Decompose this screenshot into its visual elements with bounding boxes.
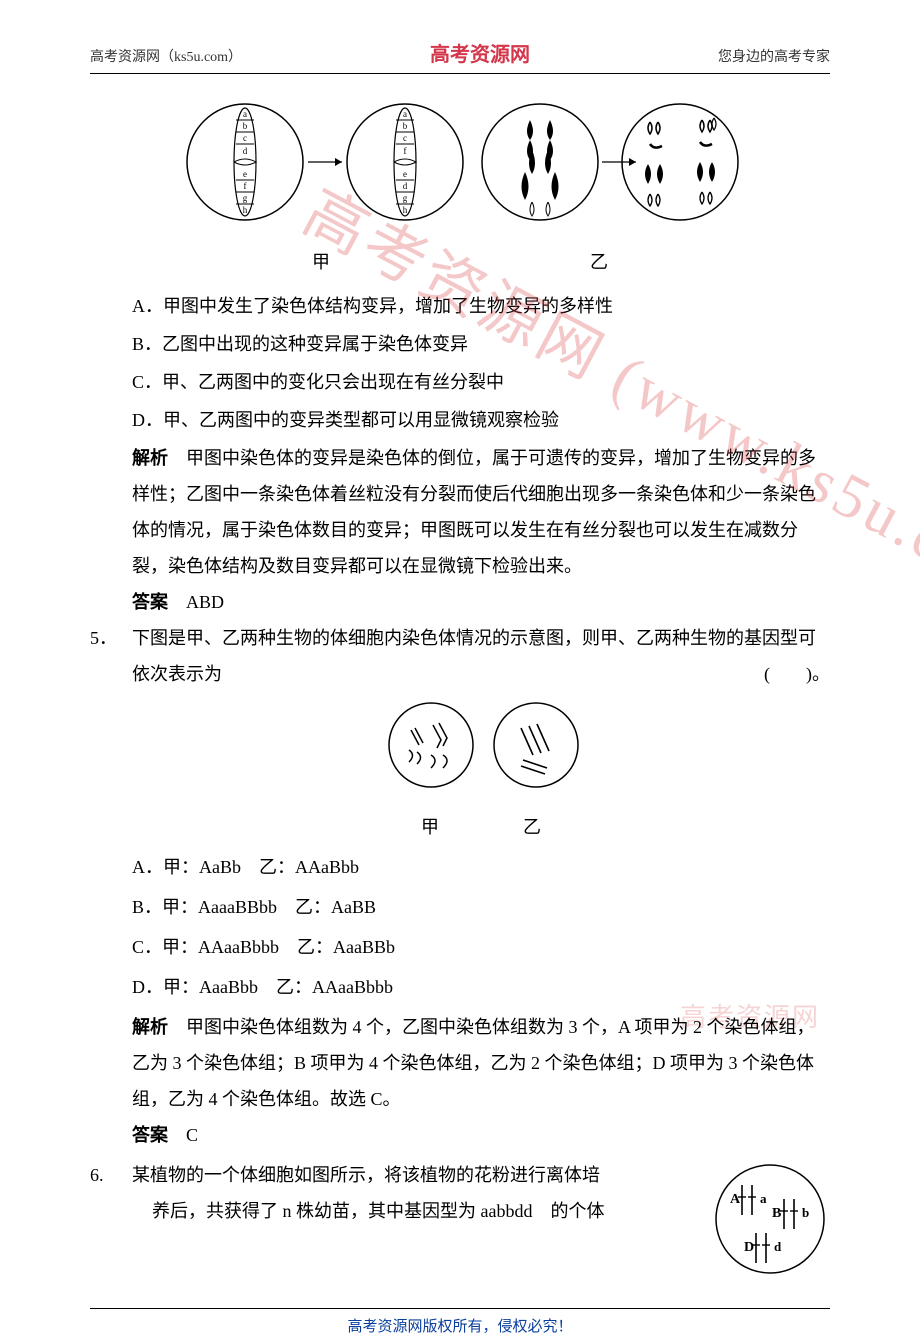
q5-explain: 解析 甲图中染色体组数为 4 个，乙图中染色体组数为 3 个，A 项甲为 2 个… [132, 1009, 830, 1117]
q5-figure: 甲 乙 [132, 700, 830, 845]
q5-stem-text: 下图是甲、乙两种生物的体细胞内染色体情况的示意图，则甲、乙两种生物的基因型可依次… [132, 628, 816, 684]
svg-text:A: A [730, 1192, 741, 1207]
q4-explain: 解析 甲图中染色体的变异是染色体的倒位，属于可遗传的变异，增加了生物变异的多样性… [132, 440, 830, 584]
q5-answer: 答案 C [132, 1117, 830, 1153]
svg-text:e: e [243, 169, 247, 179]
header-right: 您身边的高考专家 [718, 46, 830, 66]
svg-text:d: d [774, 1239, 782, 1254]
q6: 6. A a B b [90, 1157, 830, 1288]
content-area: 高考资源网 (www.ks5u.com) 高考资源网 a b c d e f g… [0, 92, 920, 1308]
svg-text:b: b [243, 121, 248, 131]
q5-fig-label-right: 乙 [523, 809, 541, 845]
q5-explain-text: 甲图中染色体组数为 4 个，乙图中染色体组数为 3 个，A 项甲为 2 个染色体… [132, 1017, 815, 1109]
svg-text:c: c [243, 133, 247, 143]
q4-opt-a: A．甲图中发生了染色体结构变异，增加了生物变异的多样性 [132, 288, 830, 324]
q5-explain-label: 解析 [132, 1017, 168, 1037]
q5-options: A．甲：AaBb 乙：AAaBbb B．甲：AaaaBBbb 乙：AaBB C．… [132, 849, 830, 1005]
q5: 5． 下图是甲、乙两种生物的体细胞内染色体情况的示意图，则甲、乙两种生物的基因型… [90, 620, 830, 1153]
q4-answer: 答案 ABD [132, 584, 830, 620]
svg-text:c: c [403, 133, 407, 143]
svg-text:D: D [744, 1240, 754, 1255]
svg-text:h: h [243, 205, 248, 215]
q4-opt-b: B．乙图中出现的这种变异属于染色体变异 [132, 326, 830, 362]
q5-opt-d: D．甲：AaaBbb 乙：AAaaBbbb [132, 969, 830, 1005]
q5-opt-b: B．甲：AaaaBBbb 乙：AaBB [132, 889, 830, 925]
svg-text:g: g [243, 193, 248, 203]
svg-text:a: a [243, 109, 247, 119]
svg-text:a: a [403, 109, 407, 119]
q5-opt-c: C．甲：AAaaBbbb 乙：AaaBBb [132, 929, 830, 965]
page-footer: 高考资源网版权所有，侵权必究！ [90, 1308, 830, 1336]
q5-paren: ( )。 [764, 656, 830, 692]
svg-text:B: B [772, 1206, 781, 1221]
svg-text:f: f [404, 146, 407, 156]
svg-text:b: b [802, 1205, 809, 1220]
q6-num: 6. [90, 1157, 132, 1193]
q5-stem: 下图是甲、乙两种生物的体细胞内染色体情况的示意图，则甲、乙两种生物的基因型可依次… [132, 620, 830, 692]
q5-fig-label-left: 甲 [421, 809, 439, 845]
svg-text:h: h [403, 205, 408, 215]
svg-text:f: f [244, 181, 247, 191]
q5-answer-value: C [168, 1125, 198, 1145]
header-left: 高考资源网（ks5u.com） [90, 46, 242, 66]
svg-text:e: e [403, 169, 407, 179]
q5-opt-a: A．甲：AaBb 乙：AAaBbb [132, 849, 830, 885]
q4-fig-label-right: 乙 [590, 244, 608, 280]
svg-text:d: d [403, 181, 408, 191]
svg-text:d: d [243, 146, 248, 156]
q4-opt-c: C．甲、乙两图中的变化只会出现在有丝分裂中 [132, 364, 830, 400]
svg-text:a: a [760, 1191, 767, 1206]
svg-text:b: b [403, 121, 408, 131]
q4-figure: a b c d e f g h a b c f e d [90, 92, 830, 280]
q4-opt-d: D．甲、乙两图中的变异类型都可以用显微镜观察检验 [132, 402, 830, 438]
q4-explain-text: 甲图中染色体的变异是染色体的倒位，属于可遗传的变异，增加了生物变异的多样性；乙图… [132, 448, 816, 576]
q4-answer-label: 答案 [132, 592, 168, 612]
header-center: 高考资源网 [430, 38, 530, 67]
q5-num: 5． [90, 620, 132, 656]
q4-explain-label: 解析 [132, 448, 168, 468]
q4-answer-value: ABD [168, 592, 224, 612]
q6-figure: A a B b D d [710, 1161, 830, 1288]
q5-answer-label: 答案 [132, 1125, 168, 1145]
page-header: 高考资源网（ks5u.com） 高考资源网 您身边的高考专家 [90, 0, 830, 74]
q4-fig-label-left: 甲 [312, 244, 330, 280]
q4-options: A．甲图中发生了染色体结构变异，增加了生物变异的多样性 B．乙图中出现的这种变异… [90, 288, 830, 620]
svg-text:g: g [403, 193, 408, 203]
footer-text: 高考资源网版权所有，侵权必究！ [347, 1319, 572, 1335]
